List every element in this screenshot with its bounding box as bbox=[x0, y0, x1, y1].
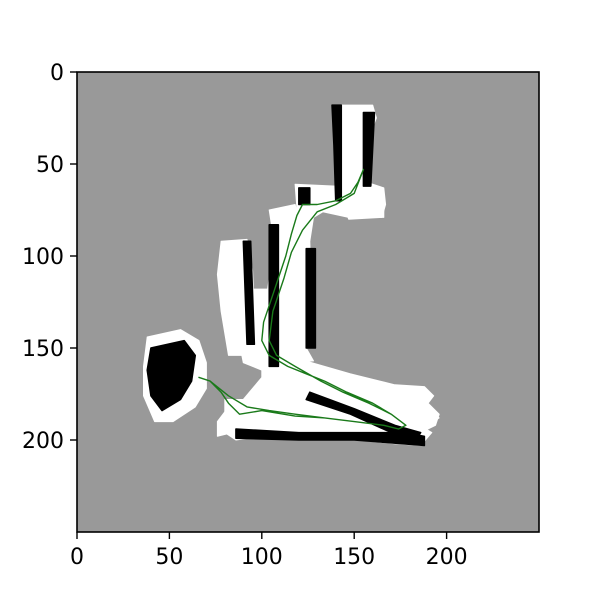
x-tick-label: 150 bbox=[333, 545, 375, 570]
free-region-right-arm bbox=[294, 358, 440, 434]
y-tick-label: 50 bbox=[36, 153, 64, 178]
y-tick-label: 100 bbox=[22, 245, 64, 270]
occupancy-grid-map bbox=[77, 72, 539, 532]
obstacle-top-room-wall-right bbox=[362, 111, 376, 187]
robot-path bbox=[198, 168, 407, 430]
y-tick-label: 0 bbox=[50, 61, 64, 86]
obstacle-corridor-wall-b bbox=[268, 223, 280, 368]
x-tick-label: 0 bbox=[70, 545, 84, 570]
y-axis: 0 50 100 150 200 bbox=[22, 61, 77, 454]
x-tick-label: 50 bbox=[155, 545, 183, 570]
x-tick-label: 100 bbox=[241, 545, 283, 570]
x-axis: 0 50 100 150 200 bbox=[70, 532, 468, 570]
obstacle-west-clutter-dark bbox=[146, 339, 197, 412]
axes-frame bbox=[76, 71, 540, 533]
x-tick-label: 200 bbox=[426, 545, 468, 570]
obstacle-top-room-wall-left bbox=[331, 104, 343, 202]
obstacle-corridor-wall-a bbox=[298, 187, 311, 206]
obstacle-corridor-wall-c bbox=[305, 247, 317, 349]
y-tick-label: 150 bbox=[22, 337, 64, 362]
y-tick-label: 200 bbox=[22, 429, 64, 454]
obstacle-bottom-wall bbox=[235, 428, 426, 447]
obstacle-annex-wall bbox=[242, 240, 256, 346]
